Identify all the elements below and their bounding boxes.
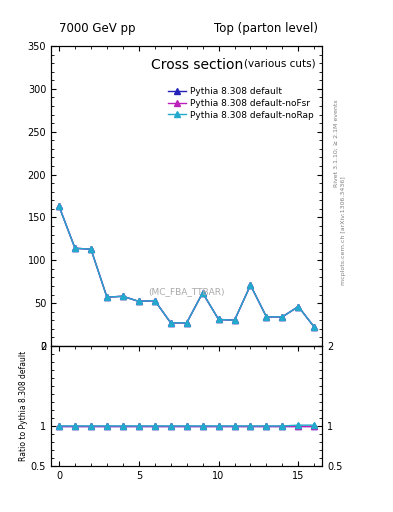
Pythia 8.308 default-noRap [136, 298, 141, 305]
Text: Cross section: Cross section [151, 58, 244, 72]
Pythia 8.308 default [57, 203, 61, 209]
Text: Top (parton level): Top (parton level) [214, 22, 318, 35]
Pythia 8.308 default [121, 293, 125, 300]
Pythia 8.308 default [168, 320, 173, 326]
Pythia 8.308 default [312, 324, 317, 330]
Line: Pythia 8.308 default-noFsr: Pythia 8.308 default-noFsr [56, 204, 317, 330]
Pythia 8.308 default-noFsr [136, 298, 141, 305]
Pythia 8.308 default-noFsr [280, 314, 285, 320]
Pythia 8.308 default-noRap [280, 314, 285, 320]
Pythia 8.308 default-noFsr [88, 246, 93, 252]
Pythia 8.308 default-noRap [73, 245, 77, 251]
Pythia 8.308 default-noRap [121, 293, 125, 300]
Pythia 8.308 default-noFsr [57, 203, 61, 209]
Pythia 8.308 default-noRap [105, 294, 109, 300]
Text: (various cuts): (various cuts) [244, 58, 315, 68]
Pythia 8.308 default-noFsr [296, 304, 301, 310]
Pythia 8.308 default-noFsr [105, 294, 109, 300]
Pythia 8.308 default-noRap [296, 304, 301, 310]
Pythia 8.308 default-noRap [184, 320, 189, 326]
Pythia 8.308 default-noRap [248, 282, 253, 288]
Pythia 8.308 default-noFsr [152, 297, 157, 304]
Line: Pythia 8.308 default-noRap: Pythia 8.308 default-noRap [56, 204, 317, 330]
Pythia 8.308 default [248, 282, 253, 288]
Pythia 8.308 default-noFsr [200, 290, 205, 296]
Pythia 8.308 default [73, 245, 77, 251]
Text: (MC_FBA_TTBAR): (MC_FBA_TTBAR) [149, 287, 225, 296]
Text: mcplots.cern.ch [arXiv:1306.3436]: mcplots.cern.ch [arXiv:1306.3436] [342, 176, 346, 285]
Pythia 8.308 default [152, 297, 157, 304]
Pythia 8.308 default-noRap [312, 324, 317, 330]
Pythia 8.308 default-noFsr [248, 282, 253, 288]
Pythia 8.308 default [232, 317, 237, 324]
Pythia 8.308 default-noRap [57, 203, 61, 209]
Line: Pythia 8.308 default: Pythia 8.308 default [56, 204, 317, 330]
Pythia 8.308 default [88, 246, 93, 252]
Y-axis label: Ratio to Pythia 8.308 default: Ratio to Pythia 8.308 default [19, 351, 28, 461]
Pythia 8.308 default [136, 298, 141, 305]
Legend: Pythia 8.308 default, Pythia 8.308 default-noFsr, Pythia 8.308 default-noRap: Pythia 8.308 default, Pythia 8.308 defau… [164, 83, 318, 123]
Pythia 8.308 default-noRap [88, 246, 93, 252]
Pythia 8.308 default [280, 314, 285, 320]
Pythia 8.308 default [200, 290, 205, 296]
Pythia 8.308 default-noFsr [312, 324, 317, 330]
Pythia 8.308 default-noFsr [168, 320, 173, 326]
Pythia 8.308 default [184, 320, 189, 326]
Pythia 8.308 default-noFsr [232, 317, 237, 324]
Text: 7000 GeV pp: 7000 GeV pp [59, 22, 136, 35]
Pythia 8.308 default-noFsr [264, 314, 269, 320]
Pythia 8.308 default-noFsr [216, 316, 221, 323]
Pythia 8.308 default [216, 316, 221, 323]
Pythia 8.308 default-noRap [152, 297, 157, 304]
Pythia 8.308 default [264, 314, 269, 320]
Pythia 8.308 default-noRap [168, 320, 173, 326]
Pythia 8.308 default-noRap [264, 314, 269, 320]
Pythia 8.308 default [105, 294, 109, 300]
Pythia 8.308 default-noFsr [184, 320, 189, 326]
Pythia 8.308 default-noRap [232, 317, 237, 324]
Pythia 8.308 default-noFsr [121, 293, 125, 300]
Pythia 8.308 default-noFsr [73, 245, 77, 251]
Pythia 8.308 default-noRap [216, 316, 221, 323]
Text: Rivet 3.1.10; ≥ 2.1M events: Rivet 3.1.10; ≥ 2.1M events [334, 99, 338, 187]
Pythia 8.308 default-noRap [200, 290, 205, 296]
Pythia 8.308 default [296, 304, 301, 310]
